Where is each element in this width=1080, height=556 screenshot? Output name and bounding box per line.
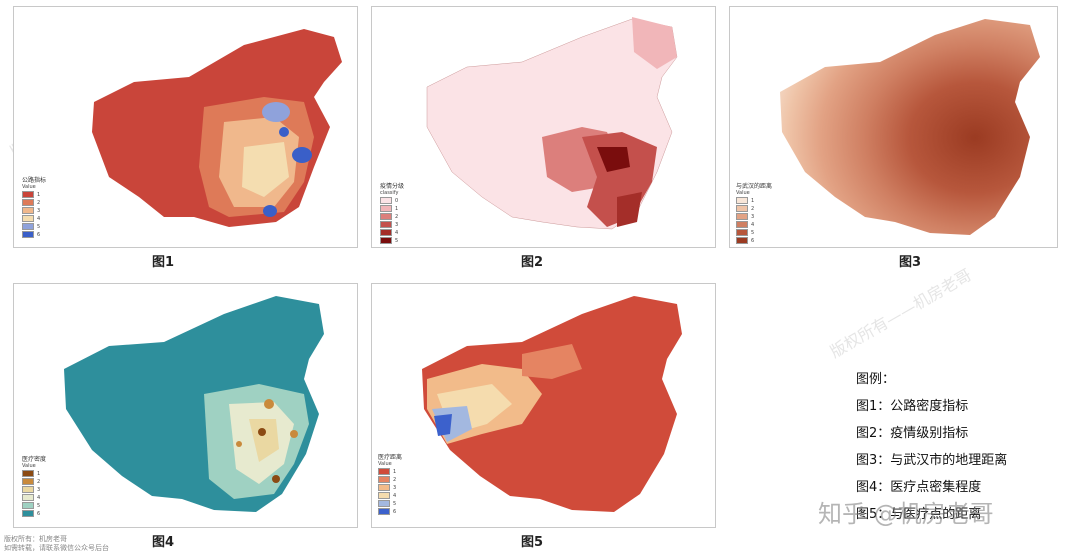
- panel-caption-3: 图3: [899, 255, 922, 270]
- legend-item: 1: [380, 205, 404, 213]
- legend-item: 1: [736, 197, 772, 205]
- key-item: 图4：医疗点密集程度: [856, 480, 982, 495]
- legend-title: 医疗密度: [22, 456, 47, 463]
- china-map-medical-density: [64, 296, 324, 512]
- key-item: 图2：疫情级别指标: [856, 426, 969, 441]
- legend-item: 4: [380, 229, 404, 237]
- china-map-distance-wuhan: [780, 19, 1040, 235]
- map-panel-3: 与武汉的距离 Value 1 2 3 4 5 6: [729, 6, 1058, 248]
- legend-item: 2: [380, 213, 404, 221]
- legend-item: 3: [380, 221, 404, 229]
- legend-item: 6: [378, 508, 402, 516]
- copyright-note: 版权所有：机房老哥 如需转载，请联系微信公众号后台: [4, 535, 109, 553]
- legend-item: 0: [380, 197, 404, 205]
- legend-item: 5: [22, 223, 46, 231]
- china-map-epidemic-level: [426, 17, 678, 230]
- legend-item: 2: [378, 476, 402, 484]
- panel-caption-1: 图1: [152, 255, 175, 270]
- legend-subtitle: Value: [736, 190, 750, 196]
- map-panel-2: 疫情分级 classify 0 1 2 3 4 5: [371, 6, 716, 248]
- legend-item: 3: [378, 484, 402, 492]
- legend-subtitle: Value: [22, 463, 36, 469]
- legend-item: 5: [736, 229, 772, 237]
- legend-item: 4: [378, 492, 402, 500]
- watermark-text: 版权所有——机房老哥: [826, 265, 975, 362]
- legend-title: 疫情分级: [380, 183, 405, 190]
- map-panel-5: 医疗距离 Value 1 2 3 4 5 6: [371, 283, 716, 528]
- legend-title: 公路指标: [22, 177, 47, 184]
- legend-item: 2: [22, 478, 46, 486]
- panel-caption-5: 图5: [521, 535, 544, 550]
- legend-item: 4: [22, 494, 46, 502]
- legend-item: 1: [378, 468, 402, 476]
- legend-item: 1: [22, 470, 46, 478]
- legend-item: 6: [22, 510, 46, 518]
- key-item: 图5：与医疗点的距离: [856, 507, 982, 522]
- map-panel-1: 公路指标 Value 1 2 3 4 5 6: [13, 6, 358, 248]
- legend-item: 2: [22, 199, 46, 207]
- china-map-medical-distance: [422, 296, 682, 512]
- legend-item: 4: [22, 215, 46, 223]
- legend-item: 3: [736, 213, 772, 221]
- copyright-line: 如需转载，请联系微信公众号后台: [4, 544, 109, 552]
- legend-subtitle: classify: [380, 190, 399, 196]
- key-item: 图3：与武汉市的地理距离: [856, 453, 1008, 468]
- legend-item: 3: [22, 486, 46, 494]
- legend-title: 医疗距离: [378, 454, 403, 461]
- legend-title: 与武汉的距离: [736, 183, 773, 190]
- legend-item: 6: [22, 231, 46, 239]
- figure-key: 图例： 图1：公路密度指标 图2：疫情级别指标 图3：与武汉市的地理距离 图4：…: [856, 366, 1007, 528]
- legend-item: 2: [736, 205, 772, 213]
- key-title: 图例：: [856, 372, 896, 387]
- legend-item: 6: [736, 237, 772, 245]
- legend-item: 1: [22, 191, 46, 199]
- copyright-line: 版权所有：机房老哥: [4, 535, 67, 543]
- legend-subtitle: Value: [378, 461, 392, 467]
- key-item: 图1：公路密度指标: [856, 399, 969, 414]
- legend-item: 5: [380, 237, 404, 245]
- legend-item: 4: [736, 221, 772, 229]
- legend-item: 5: [22, 502, 46, 510]
- china-map-road-index: [92, 29, 342, 227]
- panel-caption-4: 图4: [152, 535, 175, 550]
- panel-caption-2: 图2: [521, 255, 544, 270]
- map-panel-4: 医疗密度 Value 1 2 3 4 5 6: [13, 283, 358, 528]
- legend-item: 3: [22, 207, 46, 215]
- legend-subtitle: Value: [22, 184, 36, 190]
- zhihu-watermark: 知乎 @机房老哥: [818, 500, 994, 528]
- legend-item: 5: [378, 500, 402, 508]
